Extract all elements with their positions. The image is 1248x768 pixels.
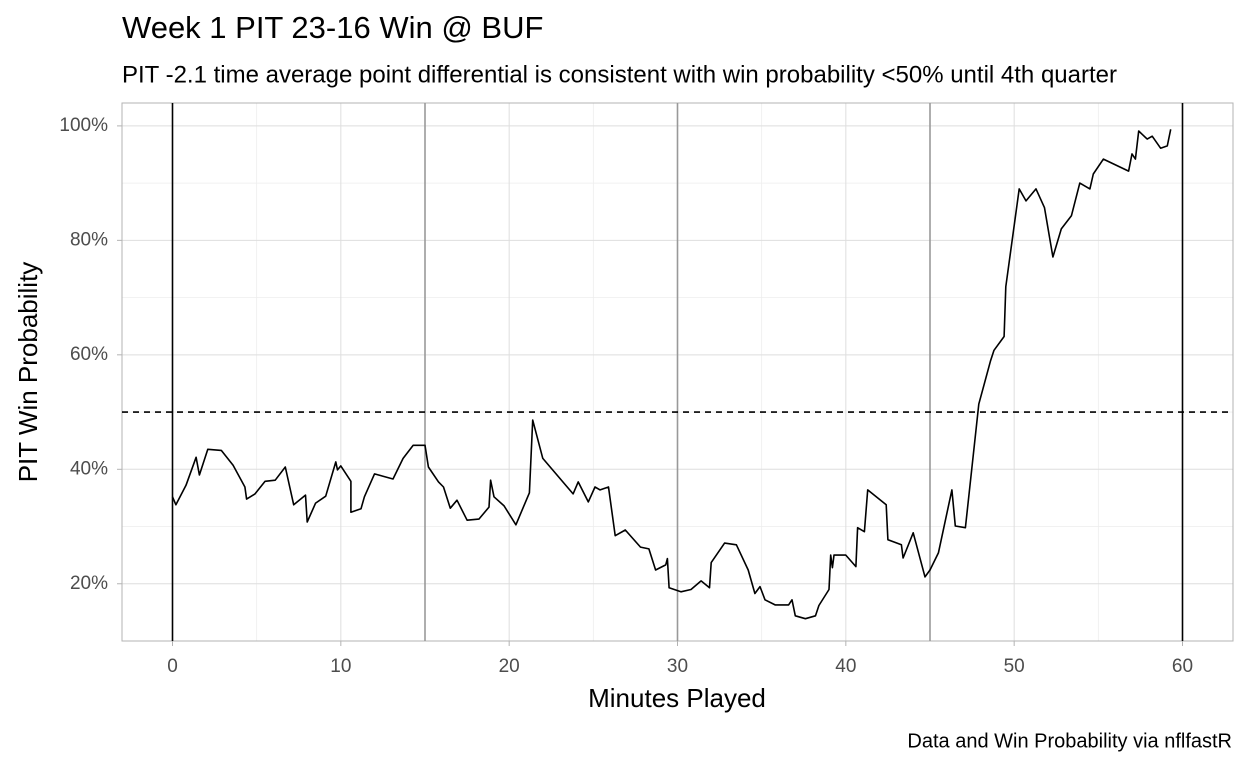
chart-subtitle: PIT -2.1 time average point differential…	[122, 61, 1117, 88]
x-tick-label: 30	[667, 656, 688, 677]
y-tick-label: 60%	[70, 344, 108, 365]
x-tick-label: 60	[1172, 656, 1193, 677]
x-axis-label: Minutes Played	[588, 683, 766, 713]
x-tick-label: 20	[499, 656, 520, 677]
y-tick-label: 80%	[70, 229, 108, 250]
x-tick-label: 10	[330, 656, 351, 677]
x-tick-label: 40	[835, 656, 856, 677]
x-tick-label: 0	[167, 656, 178, 677]
x-tick-label: 50	[1004, 656, 1025, 677]
y-tick-label: 100%	[59, 115, 108, 136]
win-probability-line	[171, 129, 1172, 620]
y-axis-label: PIT Win Probability	[13, 262, 43, 483]
caption: Data and Win Probability via nflfastR	[907, 730, 1232, 752]
y-tick-label: 20%	[70, 573, 108, 594]
chart-title: Week 1 PIT 23-16 Win @ BUF	[122, 10, 543, 45]
y-tick-label: 40%	[70, 458, 108, 479]
